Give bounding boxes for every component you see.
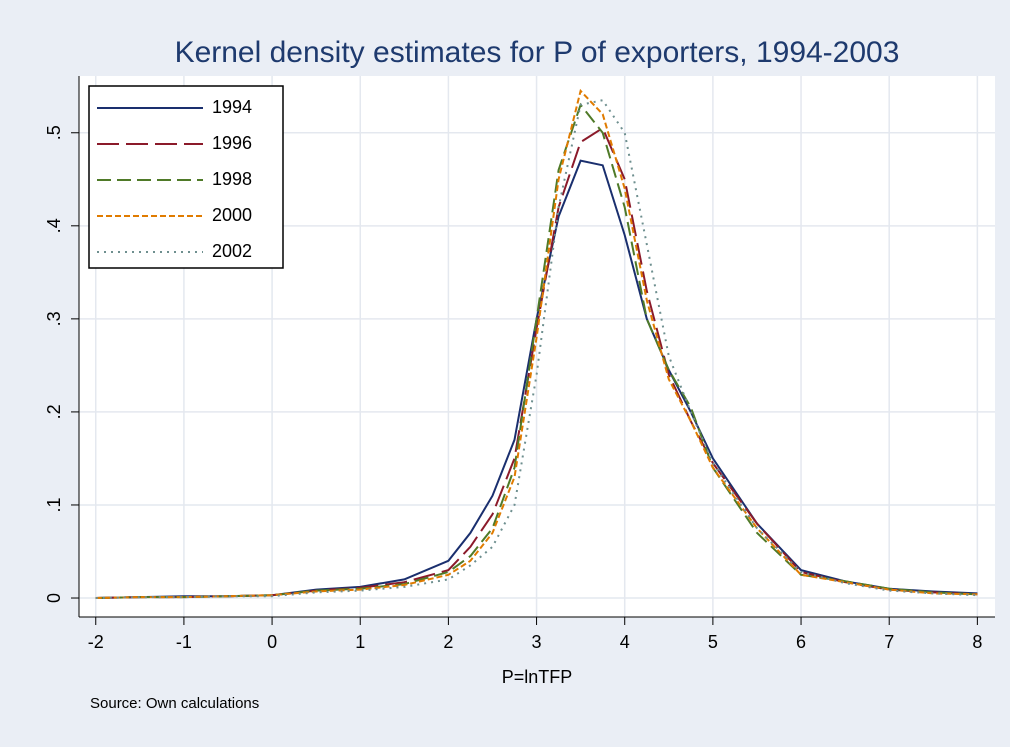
legend-box — [88, 85, 284, 269]
y-tick-label: .2 — [44, 404, 64, 419]
chart-title: Kernel density estimates for P of export… — [175, 36, 900, 69]
y-tick-label: .5 — [44, 125, 64, 140]
x-tick-label: 5 — [708, 632, 718, 652]
legend-label: 2002 — [212, 241, 252, 261]
x-tick-label: 4 — [620, 632, 630, 652]
x-tick-label: 1 — [355, 632, 365, 652]
y-tick-label: .3 — [44, 311, 64, 326]
x-tick-label: -2 — [88, 632, 104, 652]
series-line — [95, 99, 978, 599]
x-tick-label: 0 — [267, 632, 277, 652]
note: Source: Own calculations — [90, 695, 259, 712]
x-axis-label: P=lnTFP — [502, 667, 573, 687]
y-tick-label: .4 — [44, 218, 64, 233]
x-tick-label: 2 — [443, 632, 453, 652]
x-tick-label: 6 — [796, 632, 806, 652]
y-tick-label: 0 — [44, 593, 64, 603]
x-tick-label: 7 — [884, 632, 894, 652]
legend-label: 2000 — [212, 205, 252, 225]
legend-label: 1996 — [212, 133, 252, 153]
series-line — [95, 88, 978, 599]
legend-label: 1998 — [212, 169, 252, 189]
x-tick-label: 3 — [532, 632, 542, 652]
x-tick-label: -1 — [176, 632, 192, 652]
legend-label: 1994 — [212, 97, 252, 117]
x-tick-label: 8 — [972, 632, 982, 652]
y-tick-label: .1 — [44, 497, 64, 512]
